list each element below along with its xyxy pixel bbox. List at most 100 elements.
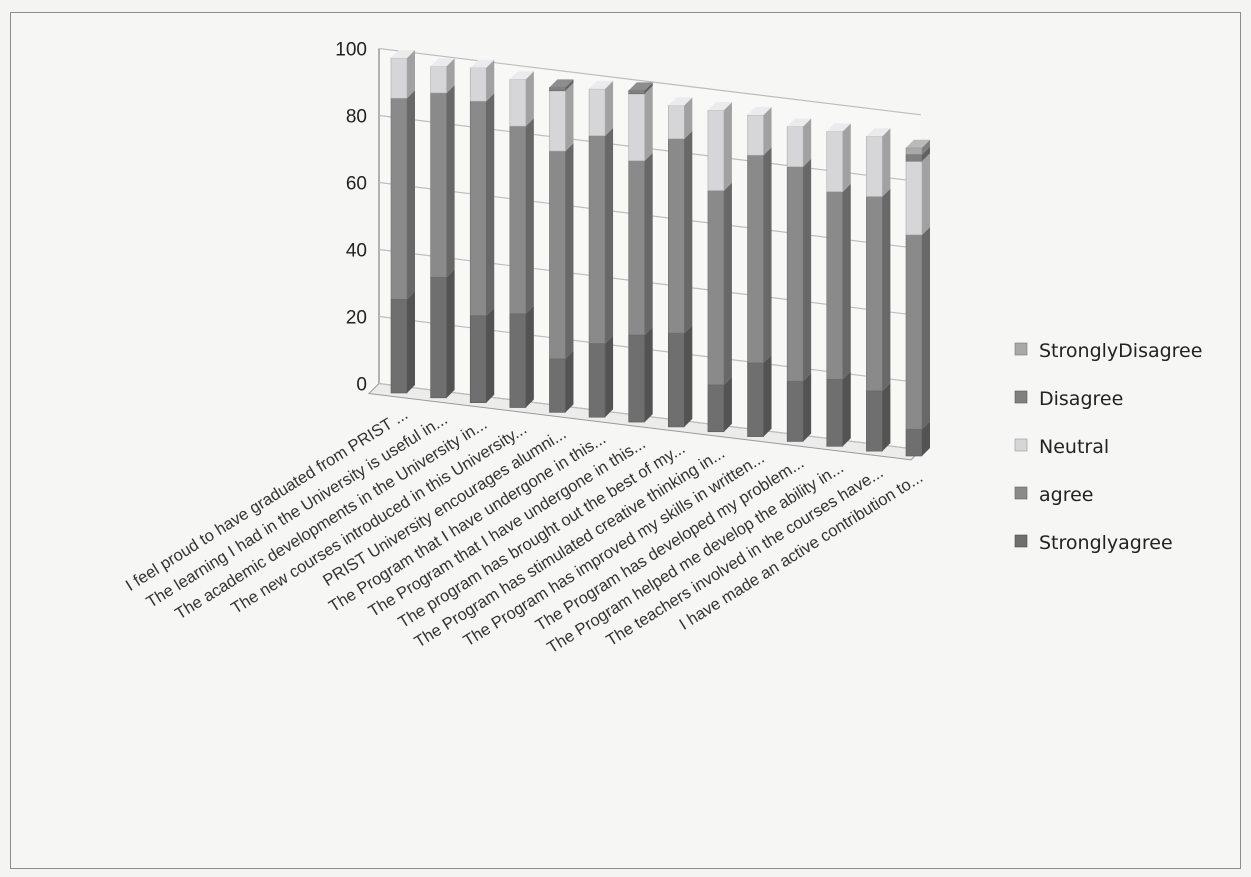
y-tick-label: 80 [346,107,367,128]
y-tick-label: 0 [356,375,367,396]
bar-segment [866,196,883,392]
legend-swatch [1014,342,1028,356]
legend-swatch [1014,486,1028,500]
bar-segment [866,390,883,452]
bar-side [842,183,851,380]
bar-side [446,58,455,93]
bar-segment [628,334,645,423]
bar-side [446,84,455,278]
bar-side [565,82,574,152]
y-tick-label: 60 [346,174,367,195]
bar-segment [905,154,923,162]
bar-segment [905,147,923,155]
bar-segment [786,126,804,168]
bar-segment [747,362,764,437]
bar-side [525,118,534,314]
bar-segment [469,315,487,403]
legend-label: Neutral [1039,436,1109,458]
bar-segment [509,78,527,127]
bar-segment [628,93,645,162]
bar-segment [588,88,606,137]
bar-segment [509,313,527,408]
bar-top [707,102,732,111]
bar-segment [905,234,923,430]
bar-segment [707,109,725,191]
y-tick-label: 100 [335,40,367,61]
bar-segment [469,100,487,316]
bar-segment [707,384,725,433]
legend-swatch [1014,438,1028,452]
y-axis-ticks: 0 20 40 60 80 100 [335,40,367,396]
bar-top [470,59,495,68]
bar-side [525,71,534,127]
bar-segment [390,97,408,300]
bar-side [922,226,930,430]
legend-label: StronglyDisagree [1039,340,1202,362]
bar-segment [549,87,566,92]
bar-segment [747,154,764,364]
stacked-bar-chart: 0 20 40 60 80 100 I feel proud to have gradua… [123,40,1203,658]
bar-side [922,153,930,235]
bar-segment [430,65,447,94]
bar-top [430,58,455,67]
legend: StronglyDisagree Disagree Neutral agree Stro… [1014,340,1202,554]
bar-side [644,326,653,423]
bar-side [486,59,495,102]
chart-frame: 0 20 40 60 80 100 I feel proud to have gradua… [10,12,1241,869]
bar-side [723,182,732,385]
bar-side [763,107,772,156]
bar-side [882,382,891,452]
x-axis-labels: I feel proud to have graduated from PRIS… [123,405,927,657]
legend-label: agree [1039,484,1093,506]
bar-segment [786,380,804,442]
bar-segment [588,135,606,344]
bar-segment [588,343,606,418]
bar-top [549,79,574,88]
bar-segment [826,379,844,447]
legend-label: Disagree [1039,388,1123,410]
bar-segment [668,332,685,428]
bar-side [407,291,415,393]
bar-side [525,305,534,408]
bar-top [668,97,693,106]
bar-side [407,50,415,99]
y-tick-label: 20 [346,308,367,329]
bar-side [486,307,495,403]
bar-segment [390,298,408,394]
bar-segment [826,191,844,380]
bar-top [589,80,614,89]
bar-segment [905,428,923,457]
bar-segment [668,138,685,334]
bar-side [565,143,574,359]
bar-segment [430,276,447,399]
bar-side [407,90,415,300]
bar-side [446,269,455,398]
bar-side [684,325,693,427]
bar-side [763,354,772,437]
bar-segment [390,57,408,99]
bar-top [826,123,851,132]
bar-side [565,79,574,91]
bar-side [803,158,812,382]
legend-swatch [1014,534,1028,548]
legend-label: Stronglyagree [1039,532,1173,554]
bar-segment [747,114,764,156]
bar-side [644,152,653,335]
bar-top [787,118,812,127]
bar-side [922,421,930,456]
bar-segment [469,67,487,102]
bars [390,50,930,457]
bar-side [842,123,851,192]
bar-segment [628,90,645,95]
bar-side [842,371,851,447]
bar-segment [905,160,923,236]
bar-segment [430,92,447,278]
bar-segment [668,105,685,140]
bar-side [922,139,930,155]
bar-top [866,128,891,137]
bar-side [644,85,653,161]
bar-side [803,118,812,167]
bar-top [906,139,930,148]
bar-segment [509,125,527,315]
bar-side [605,335,614,418]
